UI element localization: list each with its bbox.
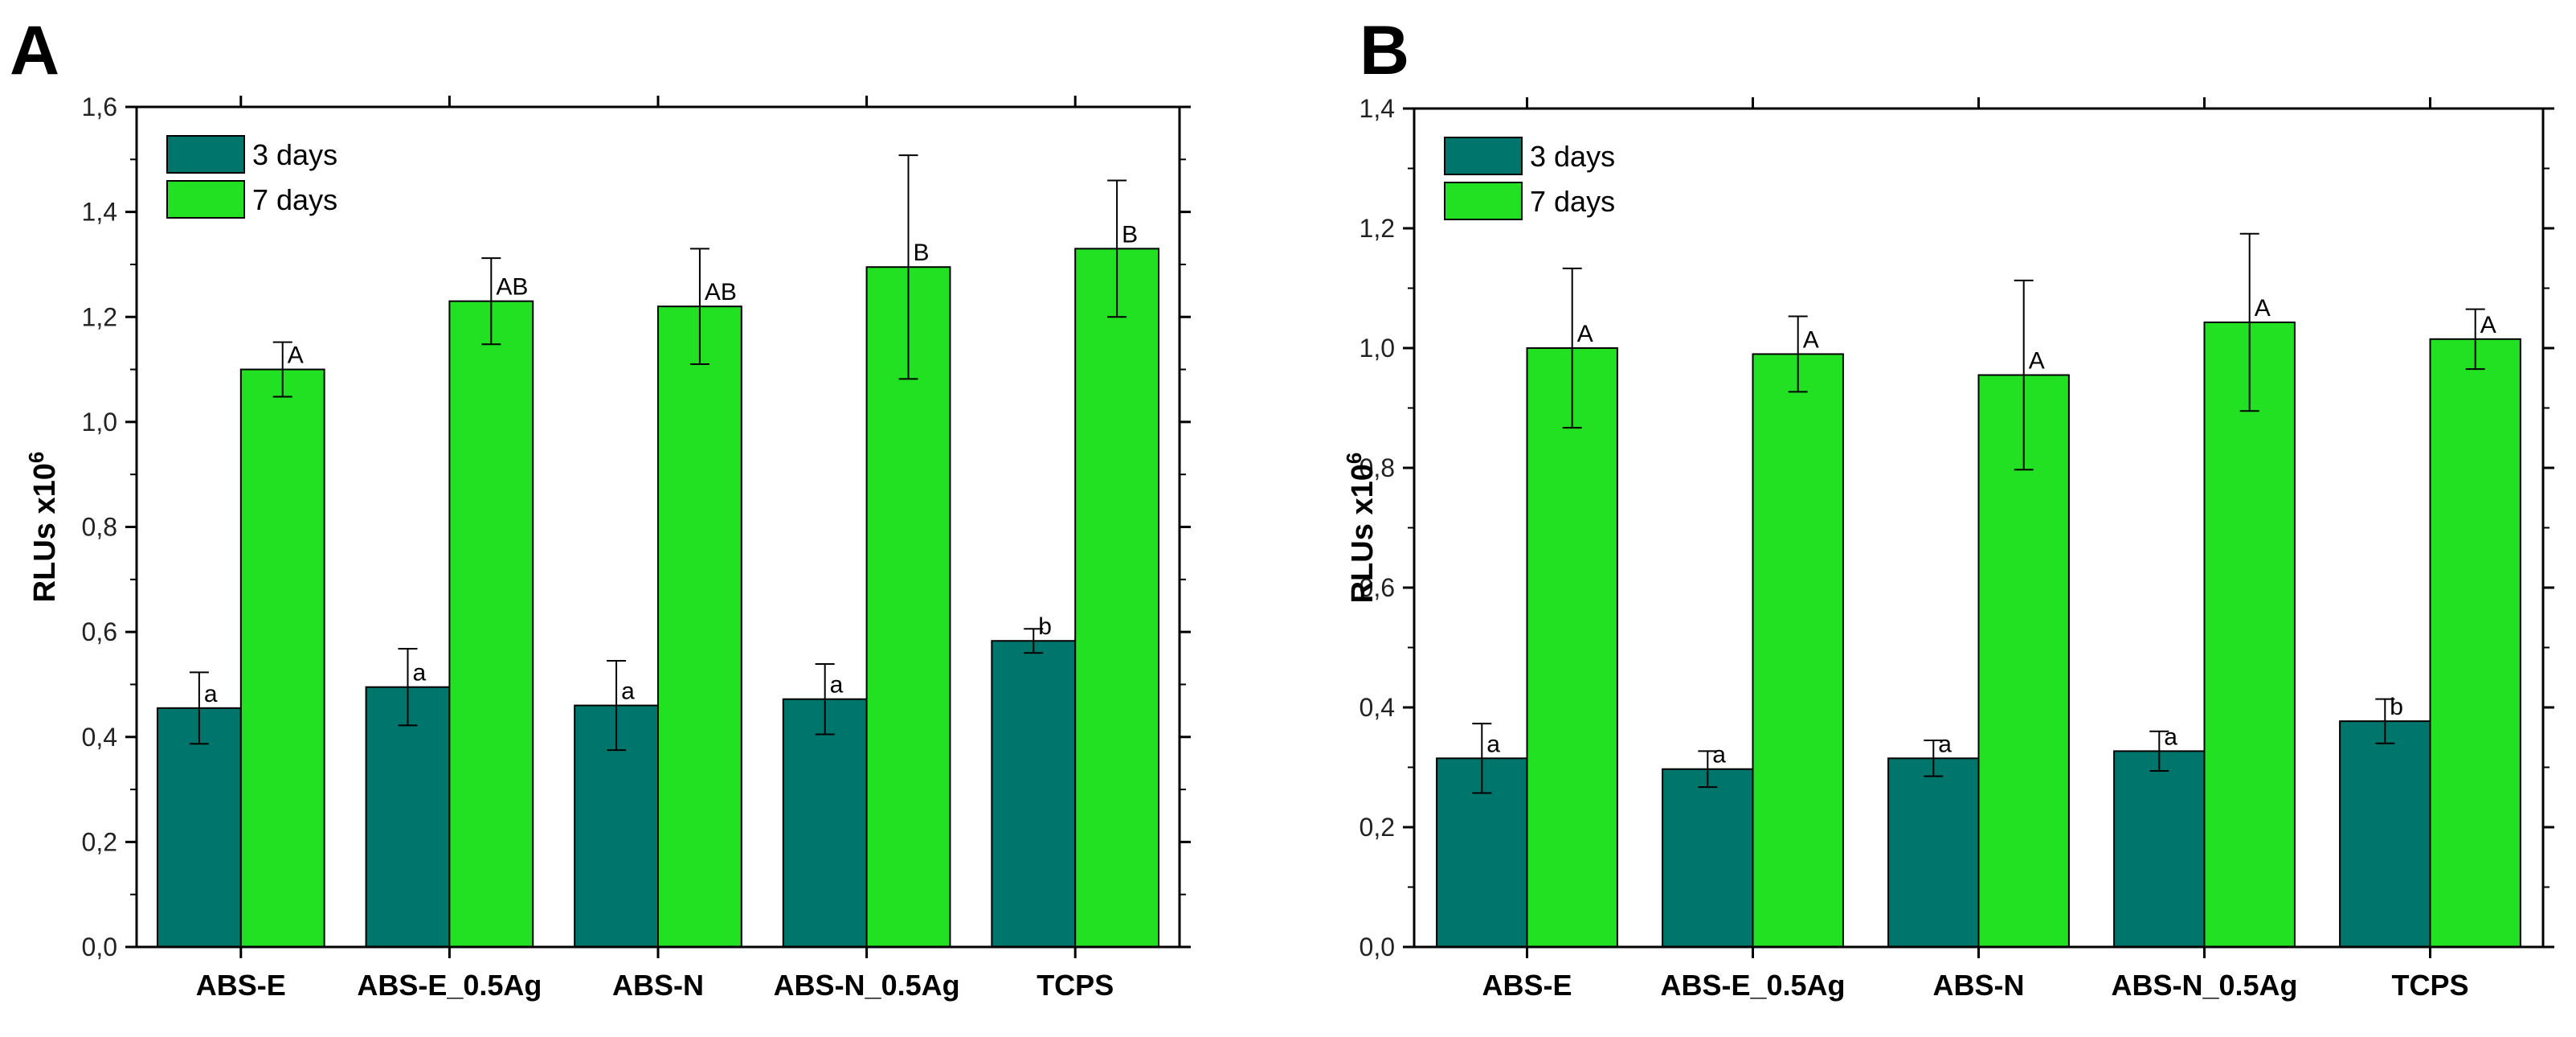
y-tick-label: 0,2 — [82, 827, 117, 856]
bar-3-days-ABS-E_0.5Ag — [1662, 768, 1754, 948]
x-category-label: ABS-E — [196, 969, 286, 1002]
y-tick-label: 1,4 — [82, 198, 117, 227]
significance-label: b — [2390, 694, 2403, 720]
y-tick-label: 0,4 — [1360, 693, 1395, 722]
bar-7-days-ABS-E_0.5Ag — [448, 300, 534, 948]
x-category-label: ABS-N — [1933, 969, 2025, 1002]
y-axis-title: RLUs x106 — [24, 452, 62, 603]
y-tick-label: 0,0 — [1360, 932, 1395, 961]
bar-3-days-ABS-N — [1887, 757, 1980, 949]
legend-label: 3 days — [252, 138, 337, 171]
significance-label: b — [1038, 613, 1052, 640]
legend-swatch-3-days — [166, 135, 245, 174]
x-category-label: ABS-E — [1482, 969, 1572, 1002]
legend-label: 3 days — [1530, 140, 1615, 173]
y-axis-title-text: RLUs x10 — [1346, 464, 1380, 603]
significance-label: AB — [705, 279, 737, 305]
significance-label: A — [288, 342, 304, 369]
bar-7-days-ABS-N — [657, 305, 742, 948]
significance-label: B — [1122, 221, 1138, 248]
y-tick-label: 1,0 — [1360, 334, 1395, 363]
legend-label: 7 days — [1530, 185, 1615, 218]
x-category-label: ABS-N_0.5Ag — [774, 969, 960, 1002]
significance-label: A — [2255, 295, 2271, 322]
x-category-label: ABS-E_0.5Ag — [1660, 969, 1845, 1002]
bar-7-days-ABS-E — [1526, 347, 1618, 948]
significance-label: a — [1486, 731, 1500, 757]
bar-7-days-ABS-E_0.5Ag — [1752, 353, 1844, 948]
x-category-label: ABS-N_0.5Ag — [2111, 969, 2297, 1002]
x-category-label: TCPS — [1037, 969, 1114, 1002]
bar-7-days-TCPS — [2429, 338, 2521, 948]
plot-frame — [1413, 107, 2545, 949]
significance-label: a — [412, 660, 426, 687]
significance-label: AB — [496, 274, 528, 301]
bar-7-days-ABS-N_0.5Ag — [2203, 321, 2296, 948]
significance-label: A — [2480, 312, 2496, 338]
significance-label: a — [204, 681, 218, 707]
y-tick-label: 1,0 — [82, 408, 117, 437]
x-category-label: ABS-E_0.5Ag — [357, 969, 542, 1002]
significance-label: a — [621, 678, 635, 705]
y-axis-title-text: RLUs x10 — [28, 463, 62, 602]
y-tick-label: 0,8 — [82, 513, 117, 542]
bar-3-days-ABS-N_0.5Ag — [782, 698, 868, 948]
y-axis-title-superscript: 6 — [1342, 453, 1366, 464]
significance-label: B — [914, 240, 930, 266]
y-tick-label: 0,0 — [82, 932, 117, 961]
significance-label: a — [1712, 742, 1726, 769]
panel-letter: A — [10, 12, 59, 89]
x-category-label: ABS-N — [612, 969, 704, 1002]
significance-label: A — [1803, 326, 1819, 353]
chart-panel-A: A 0,0 0,2 0,4 0,6 0,8 1,0 1,2 1,4 1,6 RLUs x106 a A A… — [10, 12, 1191, 1002]
legend-swatch-7-days — [166, 180, 245, 219]
y-tick-label: 0,2 — [1360, 813, 1395, 842]
y-tick-label: 1,2 — [1360, 214, 1395, 243]
significance-label: a — [2164, 723, 2177, 750]
chart-panel-B: B 0,0 0,2 0,4 0,6 0,8 1,0 1,2 1,4 RLUs x106 a A ABS-… — [1342, 12, 2554, 1002]
y-axis-title: RLUs x106 — [1342, 453, 1380, 604]
legend-swatch-7-days — [1444, 182, 1523, 220]
significance-label: a — [1938, 731, 1952, 757]
significance-label: A — [2029, 348, 2045, 375]
bar-3-days-ABS-N_0.5Ag — [2113, 750, 2206, 949]
y-tick-label: 1,2 — [82, 302, 117, 331]
bar-3-days-TCPS — [2339, 720, 2431, 948]
panel-letter: B — [1360, 12, 1409, 89]
y-tick-label: 1,4 — [1360, 94, 1395, 123]
significance-label: a — [830, 672, 844, 699]
y-tick-label: 0,6 — [1360, 573, 1395, 602]
legend-swatch-3-days — [1444, 137, 1523, 175]
bar-7-days-ABS-N_0.5Ag — [865, 266, 951, 948]
bar-7-days-TCPS — [1074, 248, 1160, 948]
legend-label: 7 days — [252, 183, 337, 216]
plot-frame — [135, 105, 1181, 949]
bar-3-days-TCPS — [991, 640, 1077, 949]
y-tick-label: 0,4 — [82, 723, 117, 752]
y-tick-label: 0,6 — [82, 617, 117, 646]
y-tick-label: 1,6 — [82, 92, 117, 121]
significance-label: A — [1577, 321, 1593, 347]
y-axis-title-superscript: 6 — [24, 452, 48, 463]
x-category-label: TCPS — [2391, 969, 2468, 1002]
bar-7-days-ABS-E — [239, 368, 325, 948]
y-tick-label: 0,8 — [1360, 453, 1395, 482]
